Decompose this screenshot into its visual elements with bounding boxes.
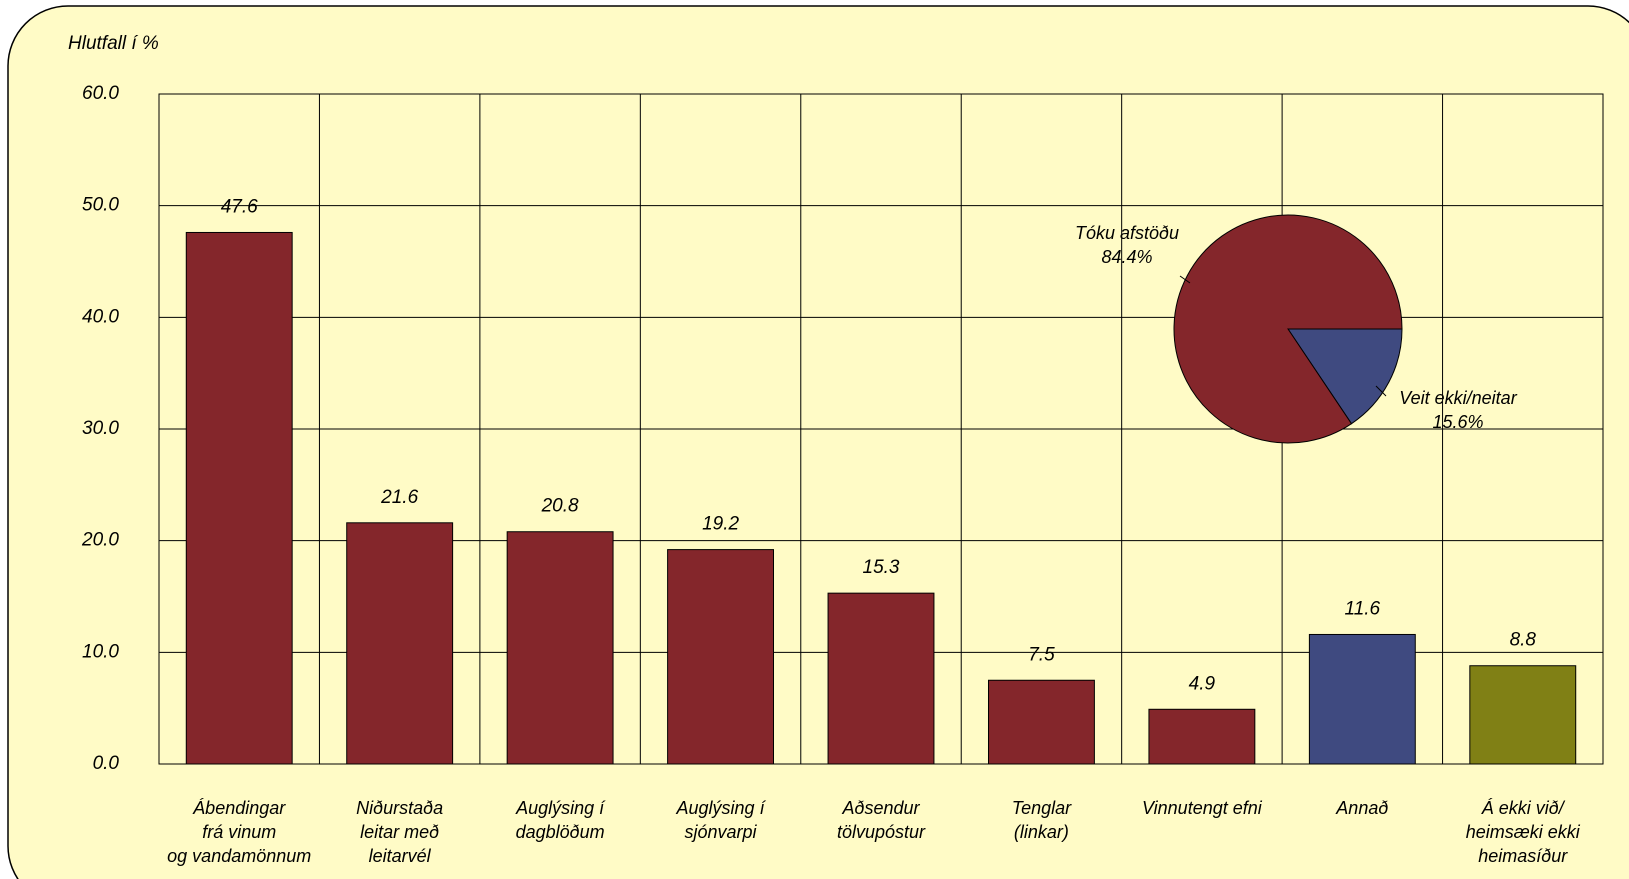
pie-value-label: 15.6% <box>1432 412 1483 432</box>
y-tick-label: 0.0 <box>93 753 120 774</box>
bar <box>1308 633 1416 765</box>
x-tick-label: Niðurstaða leitar með leitarvél <box>356 798 444 866</box>
y-tick-label: 50.0 <box>82 195 119 216</box>
x-tick-label: Tenglar (linkar) <box>1011 798 1072 842</box>
x-tick-label: Á ekki við/ heimsæki ekki heimasíður <box>1465 798 1580 866</box>
value-label: 20.8 <box>541 496 579 517</box>
pie-value-label: 84.4% <box>1101 247 1152 267</box>
pie-label: Veit ekki/neitar <box>1399 388 1517 408</box>
x-tick-label: Auglýsing í dagblöðum <box>515 798 605 842</box>
x-tick-label: Vinnutengt efni <box>1141 798 1262 818</box>
pie-label: Tóku afstöðu <box>1075 223 1179 243</box>
value-label: 8.8 <box>1510 630 1537 651</box>
leader-line <box>1179 275 1191 284</box>
pie-slice <box>1287 328 1403 425</box>
value-label: 7.5 <box>1028 644 1055 665</box>
value-label: 11.6 <box>1345 598 1381 619</box>
x-tick-label: Auglýsing í sjónvarpi <box>676 798 765 842</box>
bar <box>346 522 454 765</box>
x-tick-label: Ábendingar frá vinum og vandamönnum <box>167 798 312 866</box>
bar <box>667 549 775 765</box>
y-tick-label: 10.0 <box>82 641 119 662</box>
bar <box>506 531 614 765</box>
bar <box>1148 708 1256 765</box>
y-tick-label: 60.0 <box>82 83 119 104</box>
pie-slice <box>1173 214 1403 444</box>
bar <box>185 231 293 765</box>
y-tick-label: 20.0 <box>81 530 119 551</box>
value-label: 19.2 <box>702 514 739 535</box>
leader-line <box>1375 385 1387 397</box>
x-tick-label: Aðsendur tölvupóstur <box>836 798 926 842</box>
value-label: 4.9 <box>1189 673 1216 694</box>
value-label: 15.3 <box>863 557 900 578</box>
y-tick-label: 30.0 <box>82 418 119 439</box>
y-axis-label: Hlutfall í % <box>68 33 159 54</box>
bar <box>987 679 1095 765</box>
value-label: 21.6 <box>380 487 418 508</box>
y-tick-label: 40.0 <box>82 306 119 327</box>
bar <box>827 592 935 765</box>
bar <box>1469 665 1577 765</box>
x-tick-label: Annað <box>1336 798 1389 818</box>
value-label: 47.6 <box>221 196 258 217</box>
